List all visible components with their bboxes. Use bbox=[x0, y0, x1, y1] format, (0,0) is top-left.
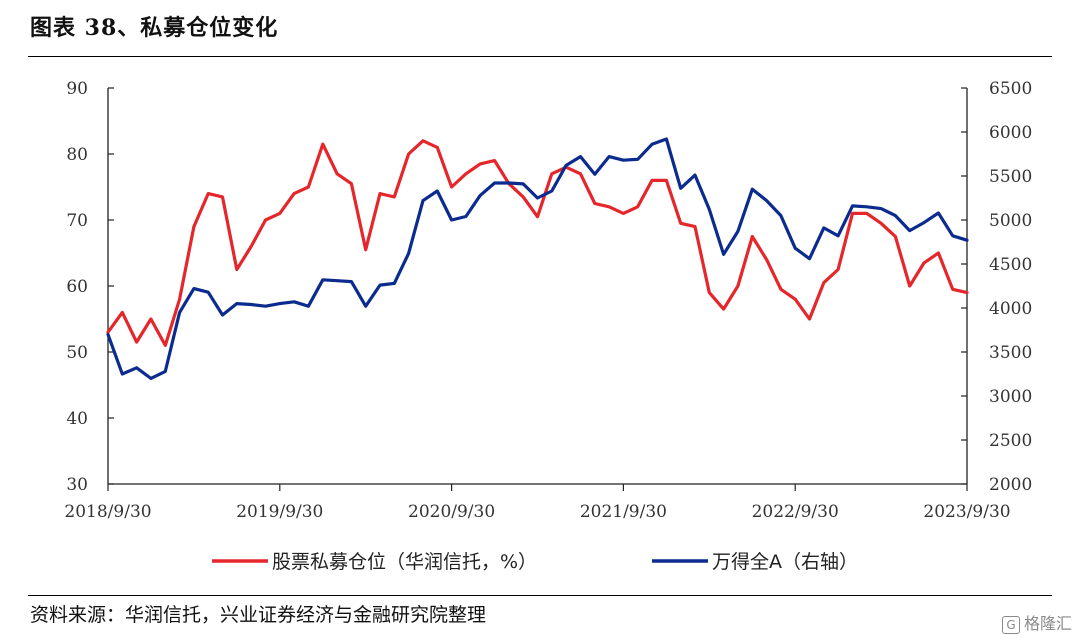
watermark-logo-icon: G bbox=[1001, 615, 1020, 634]
source-rule bbox=[28, 595, 1052, 596]
chart-title: 图表 38、私募仓位变化 bbox=[30, 15, 279, 41]
right-y-tick-label: 4500 bbox=[989, 255, 1032, 275]
right-y-tick-label: 6500 bbox=[989, 79, 1032, 99]
x-tick-label: 2023/9/30 bbox=[923, 502, 1010, 522]
wind-all-a-line bbox=[106, 137, 969, 380]
left-y-tick-label: 50 bbox=[66, 343, 88, 363]
left-y-tick-label: 60 bbox=[66, 277, 88, 297]
x-tick-label: 2019/9/30 bbox=[236, 502, 323, 522]
right-y-tick-label: 4000 bbox=[989, 299, 1032, 319]
right-y-tick-label: 6000 bbox=[989, 123, 1032, 143]
left-y-tick-label: 30 bbox=[66, 475, 88, 495]
right-y-tick-label: 3000 bbox=[989, 387, 1032, 407]
x-tick-label: 2020/9/30 bbox=[408, 502, 495, 522]
x-tick-label: 2021/9/30 bbox=[580, 502, 667, 522]
right-y-tick-label: 2500 bbox=[989, 431, 1032, 451]
right-y-tick-label: 3500 bbox=[989, 343, 1032, 363]
left-y-tick-label: 80 bbox=[66, 145, 88, 165]
left-y-tick-label: 40 bbox=[66, 409, 88, 429]
legend-label-index: 万得全A（右轴） bbox=[712, 551, 858, 573]
watermark-text: 格隆汇 bbox=[1023, 614, 1072, 633]
x-tick-label: 2022/9/30 bbox=[752, 502, 839, 522]
x-tick-label: 2018/9/30 bbox=[64, 502, 151, 522]
left-y-tick-label: 70 bbox=[66, 211, 88, 231]
left-y-tick-label: 90 bbox=[66, 79, 88, 99]
watermark: G 格隆汇 bbox=[1001, 610, 1072, 634]
private-fund-position-line bbox=[106, 139, 969, 347]
title-rule bbox=[28, 56, 1052, 57]
dual-axis-line-chart: 30 40 50 60 70 80 90 2000 2500 3000 3500 4000 4500 50… bbox=[64, 79, 1032, 573]
source-note: 资料来源：华润信托，兴业证券经济与金融研究院整理 bbox=[30, 604, 487, 626]
legend-label-position: 股票私募仓位（华润信托，%） bbox=[272, 551, 537, 573]
right-y-tick-label: 5000 bbox=[989, 211, 1032, 231]
right-y-tick-label: 5500 bbox=[989, 167, 1032, 187]
right-y-tick-label: 2000 bbox=[989, 475, 1032, 495]
